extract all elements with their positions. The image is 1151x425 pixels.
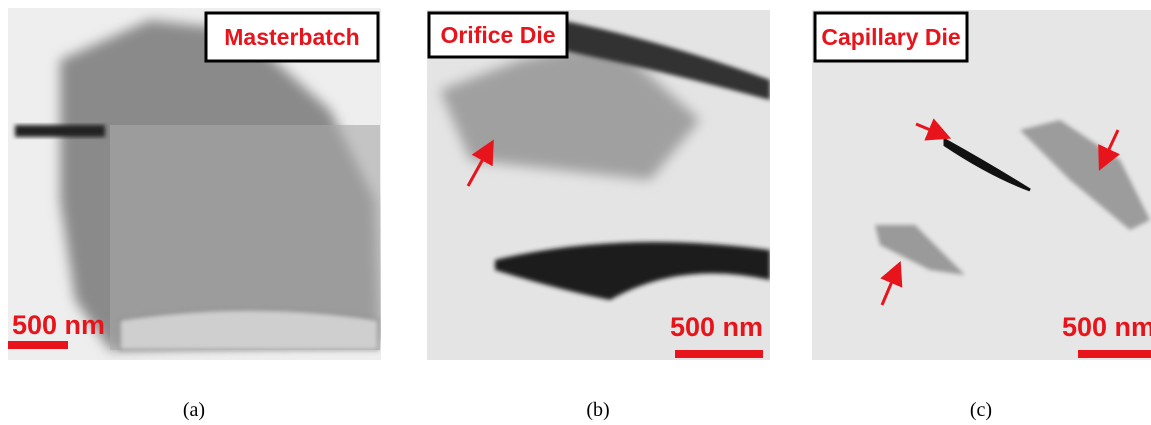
figure: Masterbatch Orifice Die Capillary Die 50…	[0, 0, 1151, 425]
caption: (c)	[970, 399, 992, 421]
scale-label: 500 nm	[1062, 312, 1151, 342]
scale-bar	[8, 341, 68, 349]
caption: (b)	[586, 399, 609, 421]
panel-label: Masterbatch	[224, 24, 359, 50]
scale-label: 500 nm	[670, 312, 763, 342]
panel-label: Capillary Die	[821, 24, 960, 50]
scale-label: 500 nm	[12, 310, 105, 340]
micrograph-b	[427, 10, 770, 360]
panel-label: Orifice Die	[440, 22, 555, 48]
caption: (a)	[183, 399, 205, 421]
scale-bar	[675, 350, 763, 358]
scale-bar	[1078, 350, 1151, 358]
